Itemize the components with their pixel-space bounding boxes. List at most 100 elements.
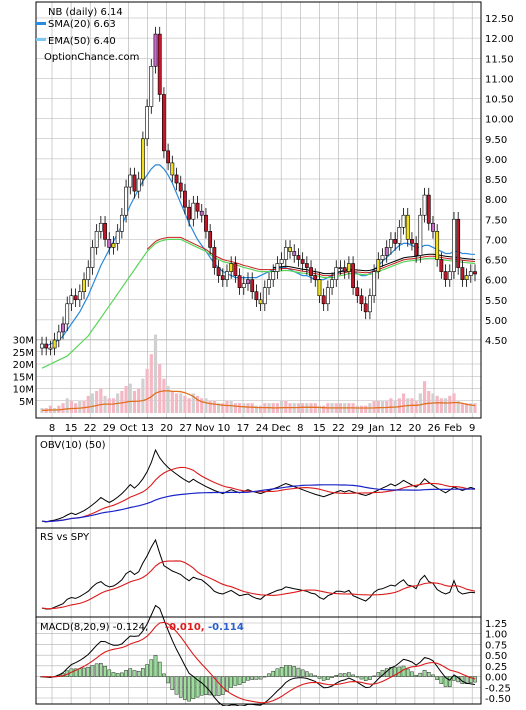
x-tick-label: Jan — [368, 423, 384, 434]
macd-histogram-bar — [254, 676, 259, 680]
x-tick-label: 26 — [428, 423, 441, 434]
volume-bar — [439, 398, 443, 413]
candle-body — [468, 271, 473, 276]
macd-tick-label: -0.50 — [485, 694, 511, 705]
x-tick-label: 27 — [179, 423, 192, 434]
candle-body — [250, 279, 255, 292]
candle-body — [77, 291, 82, 301]
obv-line — [41, 448, 476, 523]
y-tick-label: 8.00 — [485, 195, 507, 206]
candle-body — [225, 271, 229, 280]
macd-histogram-bar — [212, 676, 217, 697]
volume-bar — [456, 400, 460, 413]
volume-bar — [372, 400, 376, 413]
candle-body — [325, 287, 330, 305]
macd-histogram-bar — [426, 672, 431, 677]
macd-histogram-bar — [94, 663, 99, 677]
volume-bar — [237, 403, 242, 413]
candle-body — [351, 263, 355, 288]
candle-body — [346, 263, 351, 272]
volume-bar — [359, 405, 364, 413]
macd-histogram-bar — [128, 668, 133, 677]
macd-histogram-bar — [351, 674, 355, 677]
volume-bar — [195, 395, 200, 413]
y-tick-label: 10.50 — [485, 95, 514, 106]
price-title: NB (daily) 6.14 — [48, 7, 123, 18]
macd-histogram-bar — [359, 676, 364, 680]
candle-body — [174, 174, 179, 184]
candle-body — [107, 239, 112, 248]
candle-body — [258, 299, 263, 305]
macd-histogram-bar — [414, 675, 418, 677]
rs-signal-line — [41, 560, 476, 610]
macd-tick-label: -0.25 — [485, 683, 511, 694]
candle-body — [334, 267, 339, 280]
macd-histogram-bar — [410, 671, 414, 677]
x-tick-label: Feb — [444, 423, 462, 434]
candle-body — [355, 287, 360, 297]
candle-body — [435, 231, 440, 260]
y-tick-label: 11.50 — [485, 54, 514, 65]
volume-bar — [124, 386, 128, 413]
price-panel-frame — [35, 1, 482, 419]
macd-histogram-bar — [267, 673, 271, 677]
candle-body — [393, 239, 398, 244]
x-tick-label: 8 — [49, 423, 55, 434]
candle-body — [229, 263, 234, 272]
candle-body — [464, 275, 469, 280]
candle-body — [321, 295, 326, 305]
macd-histogram-bar — [73, 668, 78, 677]
sma-legend-label: SMA(20) 6.63 — [48, 19, 116, 30]
candle-body — [157, 33, 162, 95]
macd-histogram-bar — [145, 664, 149, 677]
volume-bar — [128, 383, 132, 413]
volume-bar — [86, 395, 90, 413]
macd-histogram-bar — [330, 676, 334, 678]
candle-body — [380, 255, 385, 260]
volume-bar — [364, 405, 368, 413]
candle-body — [86, 267, 91, 280]
candle-body — [191, 202, 196, 220]
volume-bar — [153, 334, 158, 413]
candle-body — [368, 295, 372, 313]
candle-body — [330, 279, 334, 288]
volume-bar — [435, 395, 439, 413]
candle-body — [145, 106, 149, 140]
macd-histogram-bar — [418, 672, 423, 677]
volume-bar — [170, 390, 174, 413]
volume-bar — [162, 378, 166, 413]
macd-histogram-bar — [132, 670, 137, 677]
volume-bar — [204, 398, 208, 413]
candle-body — [456, 218, 461, 268]
candle-body — [372, 271, 377, 297]
volume-bar — [99, 388, 103, 413]
candle-body — [195, 202, 200, 212]
volume-bar — [473, 403, 477, 413]
volume-bar — [132, 390, 137, 413]
volume-bar — [78, 400, 82, 413]
macd-histogram-bar — [178, 676, 183, 698]
candle-body — [90, 247, 95, 268]
volume-bar — [309, 403, 313, 413]
volume-bar — [418, 393, 422, 413]
volume-bar — [460, 403, 464, 413]
candle-body — [426, 194, 431, 224]
candle-body — [410, 239, 414, 244]
volume-layer — [40, 334, 477, 702]
volume-bar — [95, 390, 99, 413]
macd-histogram-bar — [162, 673, 166, 677]
candle-body — [82, 279, 86, 292]
volume-bar — [322, 405, 326, 413]
volume-bar — [443, 398, 448, 413]
volume-bar — [259, 405, 263, 413]
candle-body — [452, 218, 456, 272]
macd-histogram-bar — [279, 667, 284, 677]
candle-body — [178, 182, 183, 192]
candle-body — [115, 231, 120, 244]
macd-histogram-bar — [208, 676, 212, 696]
macd-histogram-bar — [447, 676, 452, 687]
volume-bar — [414, 400, 418, 413]
macd-histogram-bar — [233, 676, 238, 686]
candle-body — [397, 227, 402, 244]
